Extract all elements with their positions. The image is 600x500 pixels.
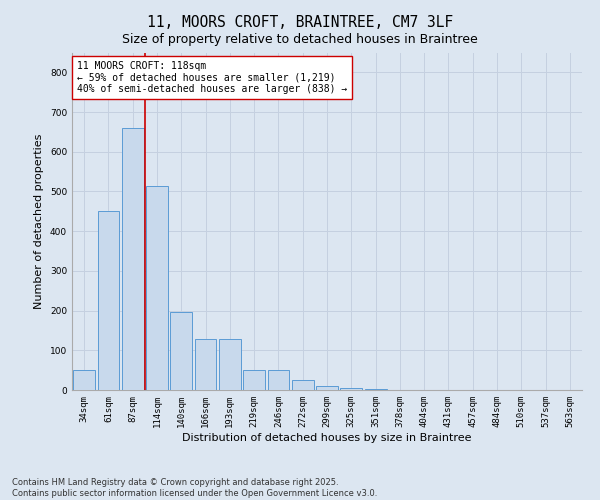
Text: 11 MOORS CROFT: 118sqm
← 59% of detached houses are smaller (1,219)
40% of semi-: 11 MOORS CROFT: 118sqm ← 59% of detached… bbox=[77, 61, 347, 94]
Text: Size of property relative to detached houses in Braintree: Size of property relative to detached ho… bbox=[122, 32, 478, 46]
Bar bbox=[170, 312, 192, 390]
Bar bbox=[146, 186, 168, 390]
Bar bbox=[243, 370, 265, 390]
X-axis label: Distribution of detached houses by size in Braintree: Distribution of detached houses by size … bbox=[182, 432, 472, 442]
Bar bbox=[122, 128, 143, 390]
Bar bbox=[219, 339, 241, 390]
Text: 11, MOORS CROFT, BRAINTREE, CM7 3LF: 11, MOORS CROFT, BRAINTREE, CM7 3LF bbox=[147, 15, 453, 30]
Y-axis label: Number of detached properties: Number of detached properties bbox=[34, 134, 44, 309]
Bar bbox=[365, 389, 386, 390]
Bar bbox=[73, 370, 95, 390]
Bar bbox=[292, 380, 314, 390]
Bar bbox=[268, 370, 289, 390]
Bar bbox=[194, 339, 217, 390]
Text: Contains HM Land Registry data © Crown copyright and database right 2025.
Contai: Contains HM Land Registry data © Crown c… bbox=[12, 478, 377, 498]
Bar bbox=[97, 210, 119, 390]
Bar bbox=[340, 388, 362, 390]
Bar bbox=[316, 386, 338, 390]
